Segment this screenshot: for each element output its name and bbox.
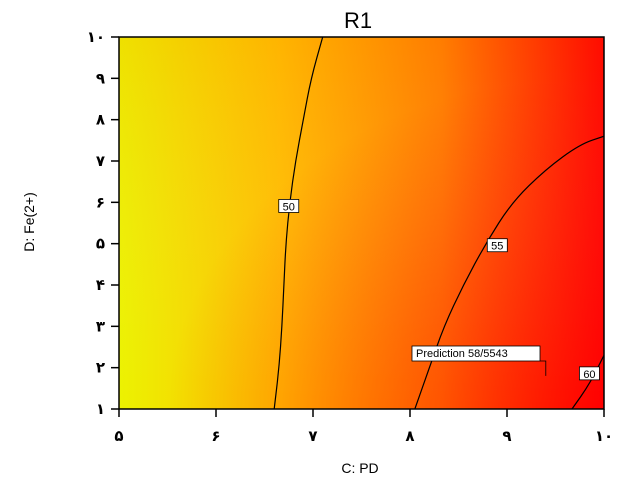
contour-labels: 50 55 60 <box>278 199 600 381</box>
contour-label-text: 55 <box>491 241 503 253</box>
y-tick-label: ۳ <box>96 317 105 335</box>
y-tick-label: ۱۰ <box>87 28 105 46</box>
x-tick-label: ۷ <box>308 427 317 445</box>
chart-title: R1 <box>344 8 372 33</box>
plot-area: 50 55 60 Prediction 58/5543 <box>118 36 605 410</box>
y-tick-label: ۱ <box>96 400 105 418</box>
contour-label-50: 50 <box>278 199 300 213</box>
y-tick-label: ۸ <box>96 111 105 129</box>
y-tick-label: ۵ <box>96 235 105 253</box>
y-tick-label: ۲ <box>96 359 105 377</box>
contour-line-50 <box>273 37 324 409</box>
x-tick-label: ۶ <box>211 427 220 445</box>
y-axis-label: D: Fe(2+) <box>21 192 37 252</box>
x-tick-label: ۵ <box>114 427 123 445</box>
y-tick-label: ۴ <box>96 276 105 294</box>
contour-line-55 <box>414 135 604 409</box>
contour-label-text: 50 <box>283 201 295 213</box>
x-axis-label: C: PD <box>341 460 378 476</box>
prediction-text: Prediction 58/5543 <box>416 348 508 360</box>
plot-frame <box>118 36 605 410</box>
x-tick-label: ۹ <box>502 427 511 445</box>
contour-label-box <box>579 366 600 381</box>
x-tick-label: ۸ <box>405 427 414 445</box>
y-tick-label: ۶ <box>96 193 105 211</box>
contour-label-text: 60 <box>583 369 595 381</box>
x-axis: ۵ ۶ ۷ ۸ ۹ ۱۰ <box>114 409 613 445</box>
prediction-annotation: Prediction 58/5543 <box>411 345 547 376</box>
x-tick-label: ۱۰ <box>595 427 613 445</box>
contour-label-55: 55 <box>486 238 508 253</box>
prediction-box <box>411 345 541 362</box>
y-axis: ۱ ۲ ۳ ۴ ۵ ۶ ۷ ۸ ۹ ۱۰ <box>87 28 119 418</box>
prediction-leader <box>540 360 547 376</box>
y-tick-label: ۷ <box>96 152 105 170</box>
contour-label-60: 60 <box>579 366 600 381</box>
contour-label-box <box>486 238 508 253</box>
y-tick-label: ۹ <box>96 69 105 87</box>
contour-label-box <box>278 199 300 213</box>
